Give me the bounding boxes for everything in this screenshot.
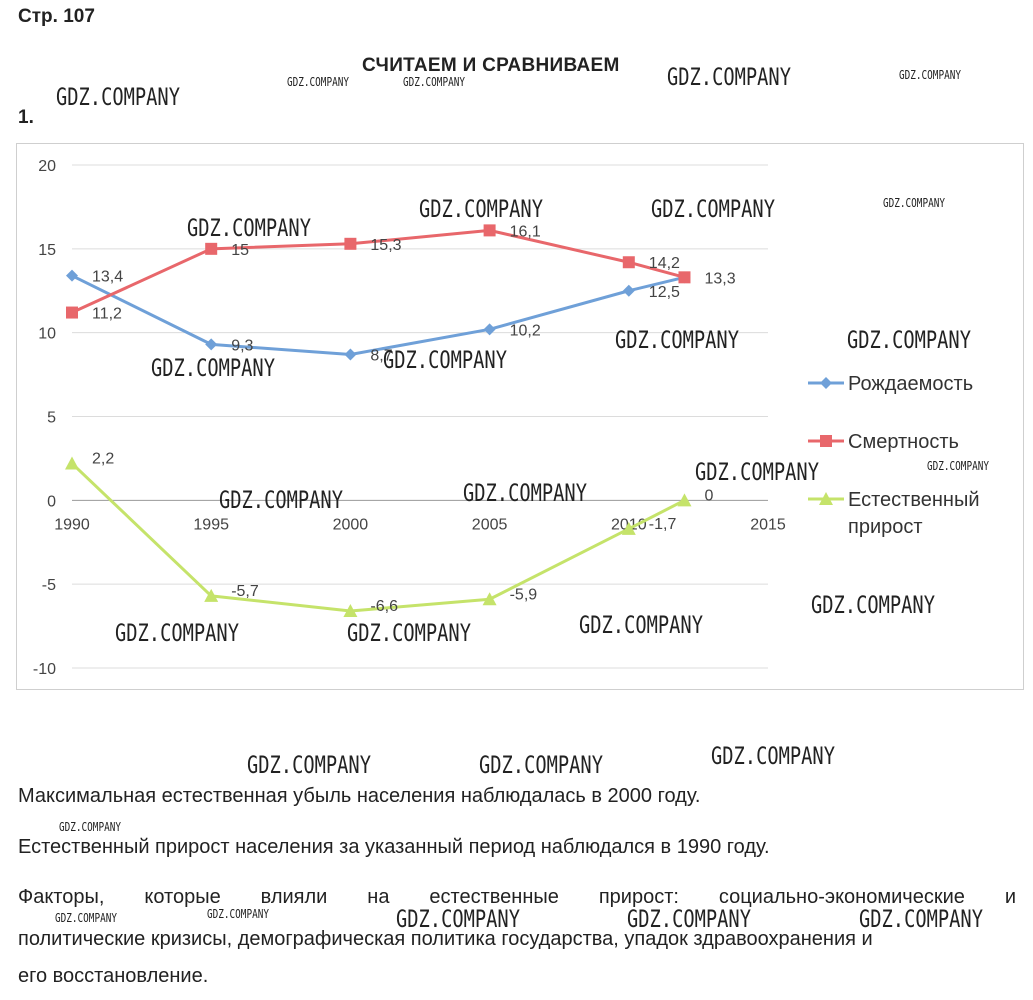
data-point [66,269,78,282]
data-label: 16,1 [510,223,541,240]
data-label: -5,7 [231,583,259,600]
legend-label: Смертность [848,431,959,453]
data-label: 13,4 [92,269,123,286]
data-label: 9,3 [231,337,253,354]
watermark: GDZ.COMPANY [651,195,775,223]
y-tick-label: -5 [42,577,56,594]
watermark: GDZ.COMPANY [419,195,543,223]
answer-line: Факторы, которые влияли на естественные … [18,886,1016,908]
data-label: 15,3 [370,237,401,254]
y-tick-label: 15 [38,242,56,259]
chart-axes: -10-505101520199019952000200520102015 [33,158,786,678]
watermark: GDZ.COMPANY [883,196,945,210]
legend-label: Естественный прирост [848,489,980,538]
data-point [622,284,635,297]
watermark: GDZ.COMPANY [463,479,587,507]
task-number: 1. [18,107,34,128]
watermark: GDZ.COMPANY [383,346,507,374]
data-point [343,603,358,617]
data-point [621,521,636,535]
watermark: GDZ.COMPANY [859,905,983,933]
data-point [344,348,357,361]
data-label: 11,2 [92,306,122,323]
data-label: 15 [231,242,249,259]
watermark: GDZ.COMPANY [287,75,349,89]
data-label: 13,3 [704,270,735,287]
watermark: GDZ.COMPANY [247,751,371,779]
data-point [205,242,218,255]
data-point [820,377,832,389]
data-point [622,256,635,269]
data-label: -5,9 [510,586,538,603]
data-point [204,588,219,602]
watermark: GDZ.COMPANY [115,619,239,647]
watermark: GDZ.COMPANY [396,905,520,933]
data-label: 12,5 [649,284,680,301]
y-tick-label: 10 [38,326,56,343]
watermark: GDZ.COMPANY [811,591,935,619]
data-point [65,456,79,470]
data-point [66,306,78,319]
watermark: GDZ.COMPANY [56,83,180,111]
data-point [820,435,832,447]
series-line [70,462,686,613]
watermark: GDZ.COMPANY [59,820,121,834]
watermark: GDZ.COMPANY [187,214,311,242]
answer-line: Максимальная естественная убыль населени… [18,785,701,807]
watermark: GDZ.COMPANY [479,751,603,779]
watermark: GDZ.COMPANY [207,907,269,921]
watermark: GDZ.COMPANY [347,619,471,647]
data-point [819,492,833,505]
answer-line: Естественный прирост населения за указан… [18,836,770,858]
data-point [677,493,692,507]
line-chart: -10-505101520199019952000200520102015 13… [33,158,980,678]
data-point [482,592,497,606]
watermark: GDZ.COMPANY [847,326,971,354]
chart-frame [16,143,1024,690]
data-label: 0 [704,487,713,504]
data-label: -1,7 [649,516,677,533]
y-tick-label: 5 [47,410,56,427]
chart-series: 13,4 9,3 8,7 10,2 12,5 13,3 11,2 15 15,3 16,1 14,2… [65,223,736,617]
answer-line: политические кризисы, демографическая по… [18,928,873,950]
y-tick-label: 0 [47,493,56,510]
data-label: 14,2 [649,255,680,272]
watermark: GDZ.COMPANY [55,911,117,925]
watermark: GDZ.COMPANY [151,354,275,382]
data-point [483,323,496,336]
y-tick-label: 20 [38,158,56,175]
x-tick-label: 2000 [333,516,369,533]
data-point [483,224,496,237]
chart-grid [72,164,768,669]
watermark: GDZ.COMPANY [899,68,961,82]
watermark: GDZ.COMPANY [219,486,343,514]
series-line [71,228,685,314]
page-label: Стр. 107 [18,6,95,27]
watermark: GDZ.COMPANY [403,75,465,89]
data-point [205,338,218,351]
watermark: GDZ.COMPANY [695,458,819,486]
x-tick-label: 2015 [750,516,786,533]
data-label: -6,6 [370,598,398,615]
legend-label: Рождаемость [848,373,973,395]
answer-line: его восстановление. [18,965,209,987]
watermark: GDZ.COMPANY [711,742,835,770]
y-tick-label: -10 [33,661,56,678]
section-heading: СЧИТАЕМ И СРАВНИВАЕМ [362,55,620,76]
data-point [344,237,357,250]
watermark: GDZ.COMPANY [579,611,703,639]
watermark: GDZ.COMPANY [667,63,791,91]
watermark: GDZ.COMPANY [927,459,989,473]
watermark: GDZ.COMPANY [627,905,751,933]
chart-legend: Рождаемость Смертность Естественный прирост [808,373,980,538]
watermark: GDZ.COMPANY [615,326,739,354]
data-point [678,271,691,284]
series-line [71,274,685,356]
x-tick-label: 1990 [54,516,90,533]
data-label: 2,2 [92,450,114,467]
data-label: 8,7 [370,347,392,364]
x-tick-label: 1995 [193,516,229,533]
x-tick-label: 2005 [472,516,508,533]
data-label: 10,2 [510,322,541,339]
